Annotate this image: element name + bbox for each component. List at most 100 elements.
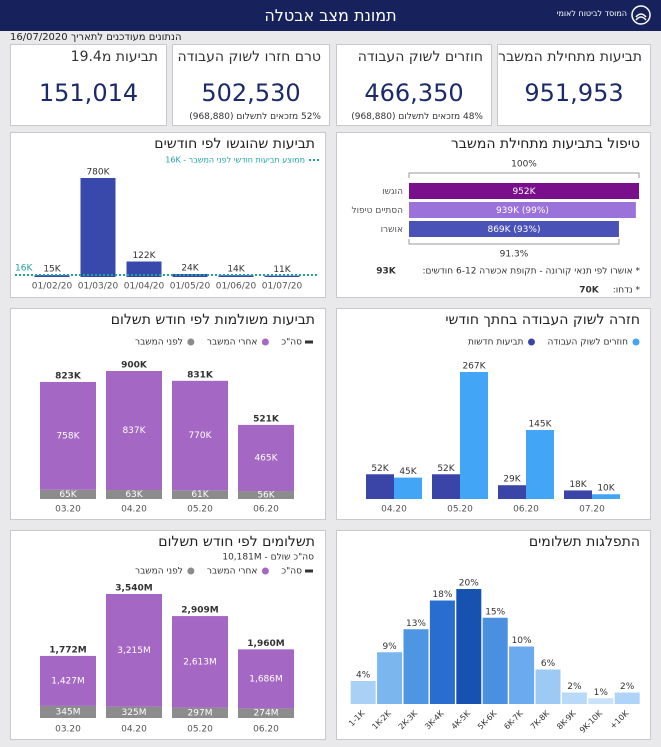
segment-label: 297M <box>188 708 213 718</box>
note-text: * נדחו: <box>613 286 641 296</box>
bar-label: 1% <box>594 688 609 698</box>
chart-panel: 65K 758K 823K 03.20 63K 837K 900K 04.20 61K 770K 8… <box>10 308 326 520</box>
x-tick-label: 05.20 <box>187 505 213 515</box>
bar-label: 2% <box>620 682 635 692</box>
chart: 65K 758K 823K 03.20 63K 837K 900K 04.20 61K 770K 8… <box>40 338 313 515</box>
bar-segment <box>40 381 96 490</box>
chart-panel: 15K 01/02/20 780K 01/03/20 122K 01/04/20 24K 01… <box>10 132 326 298</box>
legend-label: חוזרים לשוק העבודה <box>547 338 628 348</box>
bar-label: 6% <box>541 659 556 669</box>
bar-segment <box>238 424 294 492</box>
bar <box>409 183 639 199</box>
bar-segment <box>172 616 228 708</box>
segment-label: 65K <box>59 490 77 500</box>
bar <box>80 178 116 277</box>
total-label: 521K <box>253 414 280 424</box>
total-label: 831K <box>187 370 214 380</box>
chart-subtitle: סה"כ שולם - 10,181M <box>222 553 314 563</box>
bracket <box>408 239 620 245</box>
legend-label: תביעות חדשות <box>468 338 524 348</box>
chart-title: חזרה לשוק העבודה בחתך חודשי <box>445 312 640 328</box>
x-tick-label: 3K-4K <box>423 708 446 731</box>
kpi-card: תביעות מתחילת המשבר 951,953 <box>497 44 651 126</box>
bar <box>526 430 554 499</box>
x-tick-label: 03.20 <box>55 505 81 515</box>
legend-swatch <box>187 338 195 346</box>
bar-label: 4% <box>356 671 371 681</box>
bar-label: 869K (93%) <box>487 225 540 235</box>
chart-title: תביעות שהוגשו לפי חודשים <box>154 136 315 152</box>
bar <box>350 681 376 704</box>
bar <box>456 589 482 704</box>
x-tick-label: 04.20 <box>381 505 407 515</box>
x-tick-label: 04.20 <box>121 725 147 735</box>
x-tick-label: 01/06/20 <box>216 282 257 292</box>
segment-label: 770K <box>188 431 212 441</box>
x-tick-label: 06.20 <box>253 725 279 735</box>
reference-label: 16K <box>15 263 33 273</box>
chart-title: טיפול בתביעות מתחילת המשבר <box>450 136 640 152</box>
bar <box>264 275 300 277</box>
bar-label: 14K <box>227 265 245 275</box>
bar <box>561 692 587 704</box>
legend-swatch <box>261 567 269 575</box>
bar-label: 24K <box>181 263 199 273</box>
legend-swatch <box>187 567 195 575</box>
x-tick-label: 1K-2K <box>370 708 393 731</box>
segment-label: 1,686M <box>249 674 283 684</box>
legend-swatch <box>305 340 313 344</box>
legend-label: אחרי המשבר <box>207 567 258 577</box>
header: תמונת מצב אבטלה המוסד לביטוח לאומי <box>0 0 661 31</box>
bar-label: 20% <box>459 579 479 589</box>
segment-label: 325M <box>122 708 147 718</box>
bar-segment <box>40 705 96 718</box>
chart-title: תביעות משולמות לפי חודש תשלום <box>110 312 315 328</box>
logo <box>631 5 651 25</box>
segment-label: 1,427M <box>51 676 85 686</box>
bar-label: 2% <box>567 682 582 692</box>
bar-label: 952K <box>512 187 536 197</box>
x-tick-label: 7K-8K <box>529 708 552 731</box>
bar-segment <box>40 655 96 706</box>
kpi-note: 48% מזכאים לתשלום (968,880) <box>351 112 483 122</box>
bar-segment <box>172 380 228 491</box>
bar <box>564 490 592 499</box>
chart: 345M 1,427M 1,772M 03.20 325M 3,215M 3,540M 04.… <box>40 553 314 735</box>
total-label: 900K <box>121 361 148 371</box>
bracket-label: 100% <box>511 160 537 170</box>
legend-label: סה"כ <box>281 338 302 348</box>
bar-label: 45K <box>399 467 417 477</box>
kpi-title: טרם חזרו לשוק העבודה <box>177 49 321 65</box>
bar-label: 18% <box>432 590 452 600</box>
x-tick-label: 03.20 <box>55 725 81 735</box>
x-tick-label: 01/05/20 <box>170 282 211 292</box>
bar-label: 29K <box>503 475 521 485</box>
total-label: 823K <box>55 371 82 381</box>
bar-segment <box>172 707 228 718</box>
legend-swatch <box>632 338 640 346</box>
bar-label: 13% <box>406 619 426 629</box>
legend-label: לפני המשבר <box>135 567 183 577</box>
segment-label: 465K <box>254 453 278 463</box>
kpi-title: תביעות מתחילת המשבר <box>498 49 642 65</box>
note-text: * אושרו לפי תנאי קורונה - תקופת אכשרה 6-… <box>423 267 641 277</box>
segment-label: 2,613M <box>183 657 217 667</box>
bar-label: 10% <box>512 636 532 646</box>
bar-label: 15K <box>43 265 61 275</box>
bar-segment <box>238 708 294 718</box>
x-tick-label: 01/02/20 <box>32 282 73 292</box>
chart: 100% 952K הוגשו 939K (99%) הסתיים טיפול 869K … <box>351 160 641 296</box>
page-title: תמונת מצב אבטלה <box>264 6 397 25</box>
bar-label: 122K <box>132 251 156 261</box>
x-tick-label: 05.20 <box>447 505 473 515</box>
segment-label: 56K <box>257 491 275 501</box>
bar-label: 9% <box>382 642 397 652</box>
legend-label: ממוצע תביעות חודשי לפני המשבר - 16K <box>165 156 305 165</box>
bar-segment <box>106 706 162 718</box>
bar <box>409 202 636 218</box>
bar <box>403 629 429 704</box>
x-tick-label: 4K-5K <box>450 708 473 731</box>
kpi-value: 466,350 <box>364 79 464 107</box>
segment-label: 274M <box>254 709 279 719</box>
